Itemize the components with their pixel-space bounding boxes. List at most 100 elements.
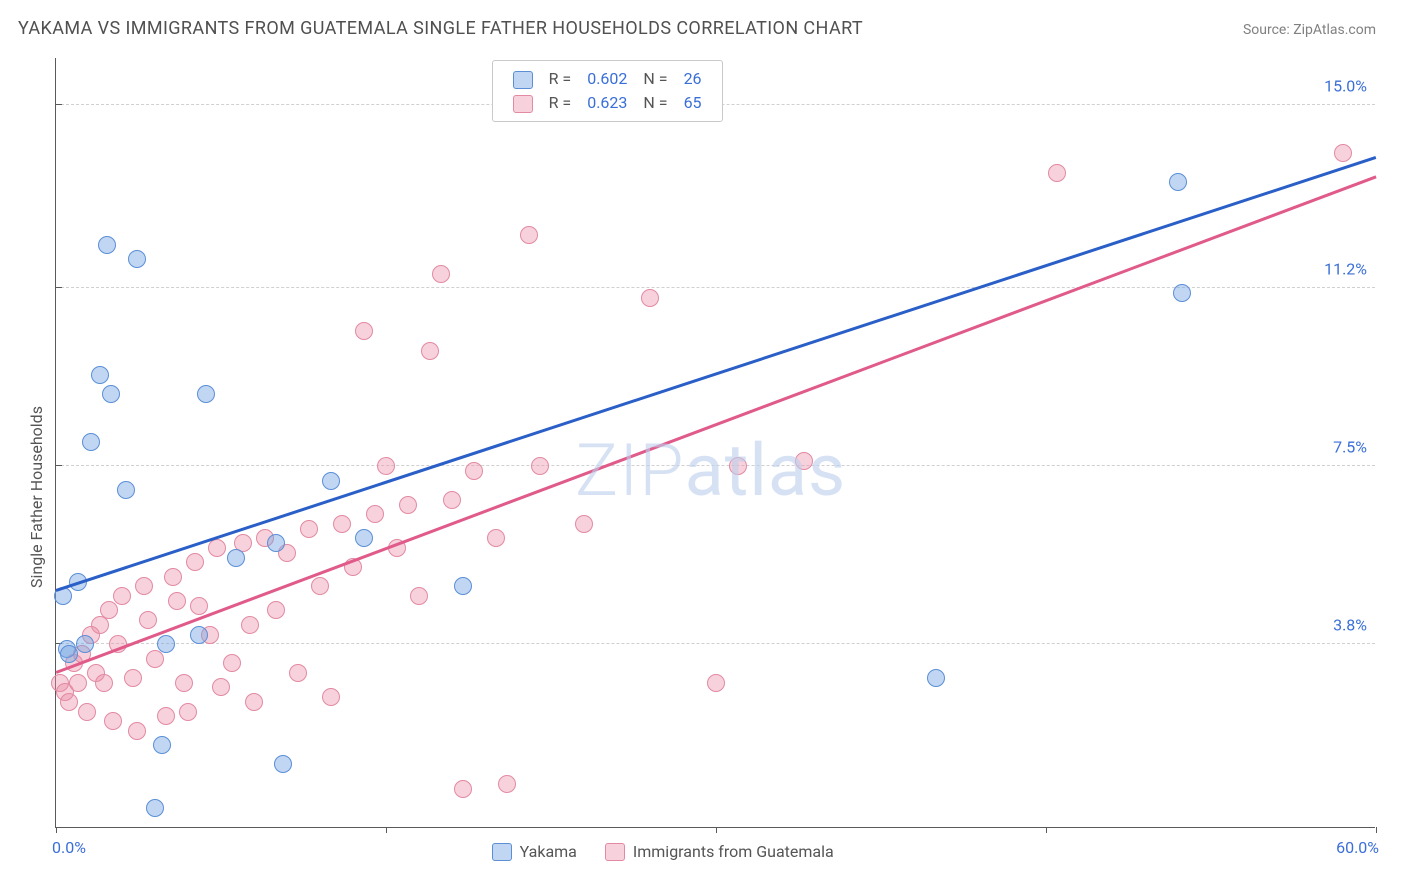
guatemala-point [355,322,373,340]
guatemala-point [175,674,193,692]
scatter-chart: 3.8% 7.5% 11.2% 15.0% R =0.602N =26 R =0.623N… [55,58,1375,828]
guatemala-point [267,601,285,619]
guatemala-regression-line [56,175,1377,673]
legend-label: Yakama [520,842,577,861]
guatemala-point [1048,164,1066,182]
guatemala-point [454,780,472,798]
guatemala-point [190,597,208,615]
guatemala-point [223,654,241,672]
guatemala-point [575,515,593,533]
n-label: N = [635,67,675,91]
guatemala-point [289,664,307,682]
guatemala-point [531,457,549,475]
yakama-point [128,250,146,268]
r-value: 0.602 [579,67,635,91]
yakama-point [227,549,245,567]
guatemala-point [795,452,813,470]
guatemala-point [729,457,747,475]
guatemala-point [139,611,157,629]
guatemala-point [487,529,505,547]
guatemala-point [432,265,450,283]
guatemala-point [520,226,538,244]
y-tick-label: 15.0% [1324,77,1367,96]
yakama-point [1173,284,1191,302]
guatemala-point [245,693,263,711]
guatemala-point [212,678,230,696]
legend-item: Immigrants from Guatemala [605,842,834,861]
yakama-point [98,236,116,254]
guatemala-point [465,462,483,480]
guatemala-point [377,457,395,475]
guatemala-point [399,496,417,514]
yakama-point [927,669,945,687]
yakama-point [146,799,164,817]
yakama-point [153,736,171,754]
r-value: 0.623 [579,91,635,115]
guatemala-point [241,616,259,634]
series-legend: Yakama Immigrants from Guatemala [492,842,834,861]
guatemala-point [1334,144,1352,162]
yakama-point [197,385,215,403]
yakama-point [102,385,120,403]
guatemala-point [69,674,87,692]
chart-title: YAKAMA VS IMMIGRANTS FROM GUATEMALA SING… [18,18,863,39]
guatemala-point [168,592,186,610]
correlation-legend: R =0.602N =26 R =0.623N =65 [492,60,723,122]
x-axis-min-label: 0.0% [52,838,86,857]
yakama-point [91,366,109,384]
legend-label: Immigrants from Guatemala [633,842,834,861]
legend-swatch [513,95,533,113]
guatemala-point [333,515,351,533]
y-axis-title: Single Father Households [27,406,46,588]
guatemala-point [208,539,226,557]
guatemala-point [443,491,461,509]
y-tick-label: 7.5% [1333,438,1367,457]
guatemala-point [300,520,318,538]
yakama-point [274,755,292,773]
yakama-point [267,534,285,552]
legend-item: Yakama [492,842,577,861]
yakama-point [82,433,100,451]
legend-swatch [605,843,625,861]
guatemala-point [128,722,146,740]
guatemala-point [157,707,175,725]
guatemala-point [311,577,329,595]
guatemala-point [421,342,439,360]
y-tick-label: 3.8% [1333,616,1367,635]
yakama-point [117,481,135,499]
r-label: R = [541,91,580,115]
y-tick-label: 11.2% [1324,260,1367,279]
yakama-point [190,626,208,644]
guatemala-point [410,587,428,605]
yakama-point [322,472,340,490]
guatemala-point [164,568,182,586]
yakama-point [454,577,472,595]
guatemala-point [78,703,96,721]
n-value: 65 [676,91,710,115]
guatemala-point [100,601,118,619]
guatemala-point [113,587,131,605]
yakama-point [355,529,373,547]
guatemala-point [135,577,153,595]
guatemala-point [95,674,113,692]
yakama-point [1169,173,1187,191]
legend-swatch [513,71,533,89]
guatemala-point [641,289,659,307]
yakama-point [76,635,94,653]
guatemala-point [104,712,122,730]
guatemala-point [366,505,384,523]
legend-swatch [492,843,512,861]
yakama-point [157,635,175,653]
guatemala-point [186,553,204,571]
r-label: R = [541,67,580,91]
guatemala-point [124,669,142,687]
yakama-regression-line [56,156,1377,591]
x-axis-max-label: 60.0% [1336,838,1379,857]
n-label: N = [635,91,675,115]
guatemala-point [179,703,197,721]
n-value: 26 [676,67,710,91]
guatemala-point [498,775,516,793]
guatemala-point [707,674,725,692]
guatemala-point [60,693,78,711]
gridline [56,643,1375,644]
